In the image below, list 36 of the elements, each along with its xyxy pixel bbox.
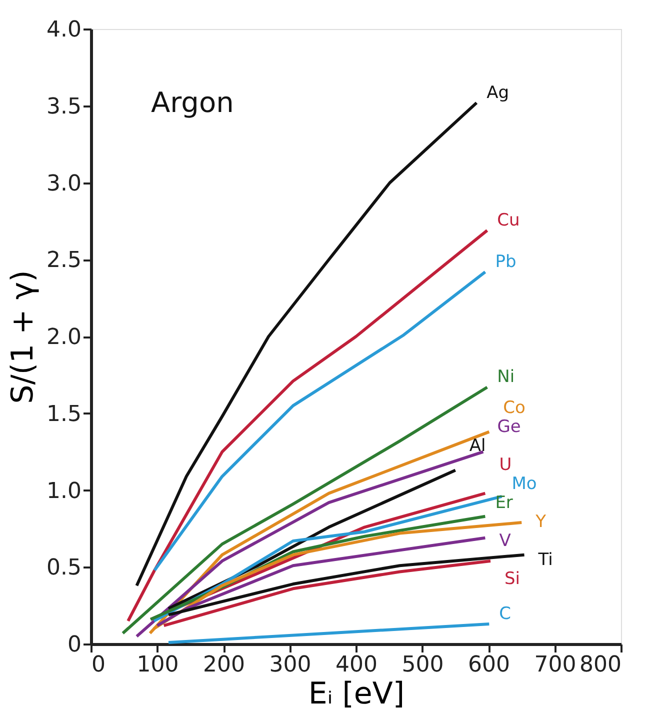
y-tick-label: 3.0 <box>46 171 82 196</box>
series-label: Cu <box>497 210 520 230</box>
x-tick-label: 400 <box>336 652 378 678</box>
y-tick-label: 2.5 <box>46 248 82 274</box>
y-tick-label: 1.0 <box>46 478 82 504</box>
series-label: Ni <box>497 367 515 388</box>
x-tick-label: 200 <box>203 652 245 678</box>
series-label: Ag <box>486 82 509 103</box>
y-tick-label: 0.5 <box>46 556 82 581</box>
y-axis-title: S/(1 + γ) <box>6 270 41 404</box>
series-label: C <box>499 604 512 624</box>
x-tick-label: 600 <box>468 652 510 678</box>
series-label: Mo <box>512 474 537 494</box>
series-label: Ge <box>497 417 521 438</box>
annotation: Argon <box>151 86 234 119</box>
y-tick-label: 1.5 <box>46 402 82 427</box>
x-tick-label: 500 <box>402 652 444 678</box>
series-label: Al <box>469 436 486 456</box>
x-tick-label: 100 <box>136 652 179 678</box>
x-tick-label: 0 <box>92 652 106 678</box>
y-tick-label: 2.0 <box>46 325 82 350</box>
series-label: V <box>499 531 512 552</box>
series-label: Pb <box>495 252 516 272</box>
series-label: Y <box>534 512 547 532</box>
x-tick-label: 300 <box>269 652 312 678</box>
series-label: Co <box>503 398 526 418</box>
series-label: Er <box>495 493 513 514</box>
y-tick-label: 3.5 <box>46 94 82 120</box>
y-tick-label: 0 <box>68 632 82 658</box>
y-tick-label: 4.0 <box>46 18 82 42</box>
series-label: U <box>499 455 512 476</box>
series-label: Si <box>504 569 520 590</box>
x-axis-title: Eᵢ [eV] <box>308 676 405 712</box>
x-tick-label: 700 <box>534 652 576 678</box>
series-label: Ti <box>537 550 553 570</box>
x-tick-label: 800 <box>580 652 622 678</box>
